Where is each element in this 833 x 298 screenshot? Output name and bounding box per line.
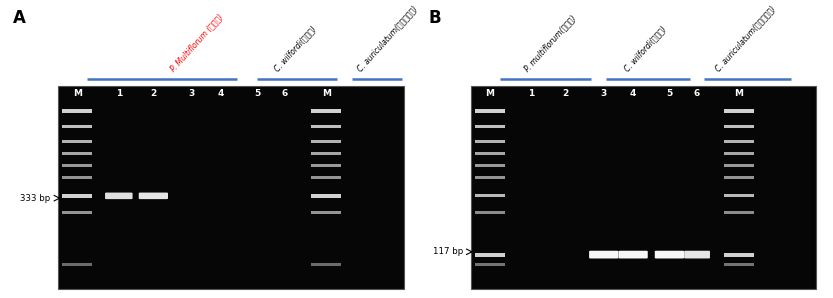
- FancyBboxPatch shape: [655, 251, 684, 258]
- Bar: [312, 140, 342, 143]
- Text: M: M: [485, 89, 494, 98]
- Bar: [475, 194, 505, 197]
- FancyBboxPatch shape: [139, 193, 168, 199]
- Bar: [475, 253, 505, 257]
- Text: 6: 6: [282, 89, 288, 98]
- Text: 3: 3: [601, 89, 607, 98]
- Text: 2: 2: [150, 89, 157, 98]
- Bar: [724, 140, 754, 143]
- Text: B: B: [429, 9, 441, 27]
- Bar: [62, 176, 92, 179]
- Bar: [312, 194, 342, 198]
- Bar: [724, 125, 754, 128]
- Bar: [475, 152, 505, 155]
- Bar: [475, 211, 505, 214]
- Text: 4: 4: [630, 89, 636, 98]
- Text: M: M: [734, 89, 743, 98]
- Bar: [724, 253, 754, 257]
- Bar: [312, 125, 342, 128]
- Bar: [312, 211, 342, 214]
- Bar: [312, 109, 342, 113]
- Bar: [724, 211, 754, 214]
- Bar: [724, 194, 754, 197]
- FancyBboxPatch shape: [589, 251, 618, 258]
- Bar: [62, 194, 92, 198]
- Bar: [62, 125, 92, 128]
- Text: 117 bp: 117 bp: [433, 247, 463, 256]
- Bar: [724, 152, 754, 155]
- Text: C. wilfordi(백수오): C. wilfordi(백수오): [272, 24, 317, 73]
- Bar: [62, 263, 92, 266]
- Bar: [62, 140, 92, 143]
- Bar: [62, 164, 92, 167]
- Text: C. wilfordi(백수오): C. wilfordi(백수오): [622, 24, 667, 73]
- Text: 333 bp: 333 bp: [20, 194, 50, 203]
- Bar: [58, 86, 404, 289]
- Bar: [312, 152, 342, 155]
- Bar: [724, 263, 754, 266]
- Bar: [312, 164, 342, 167]
- FancyBboxPatch shape: [684, 251, 710, 258]
- Text: 5: 5: [254, 89, 260, 98]
- Bar: [475, 125, 505, 128]
- Text: 4: 4: [217, 89, 224, 98]
- Text: A: A: [12, 9, 25, 27]
- Bar: [62, 152, 92, 155]
- FancyBboxPatch shape: [105, 193, 132, 199]
- Bar: [312, 263, 342, 266]
- Bar: [471, 86, 816, 289]
- Bar: [475, 109, 505, 113]
- FancyBboxPatch shape: [618, 251, 648, 258]
- Bar: [475, 176, 505, 179]
- Text: 2: 2: [562, 89, 569, 98]
- Bar: [724, 176, 754, 179]
- Text: M: M: [72, 89, 82, 98]
- Text: C. auriculatum(이엽우피소): C. auriculatum(이엽우피소): [714, 4, 777, 73]
- Text: 5: 5: [666, 89, 672, 98]
- Text: 6: 6: [694, 89, 701, 98]
- Bar: [724, 109, 754, 113]
- Bar: [475, 263, 505, 266]
- Text: C. auriculatum(이엽우피소): C. auriculatum(이엽우피소): [356, 4, 419, 73]
- Bar: [62, 109, 92, 113]
- Bar: [312, 176, 342, 179]
- Text: M: M: [322, 89, 331, 98]
- Bar: [724, 164, 754, 167]
- Text: P. Multiflorum (하수오): P. Multiflorum (하수오): [168, 12, 225, 73]
- Text: 1: 1: [116, 89, 122, 98]
- Text: 1: 1: [528, 89, 534, 98]
- Text: 3: 3: [188, 89, 195, 98]
- Text: P. multiflorum(하수오): P. multiflorum(하수오): [522, 13, 577, 73]
- Bar: [62, 211, 92, 214]
- Bar: [475, 140, 505, 143]
- Bar: [475, 164, 505, 167]
